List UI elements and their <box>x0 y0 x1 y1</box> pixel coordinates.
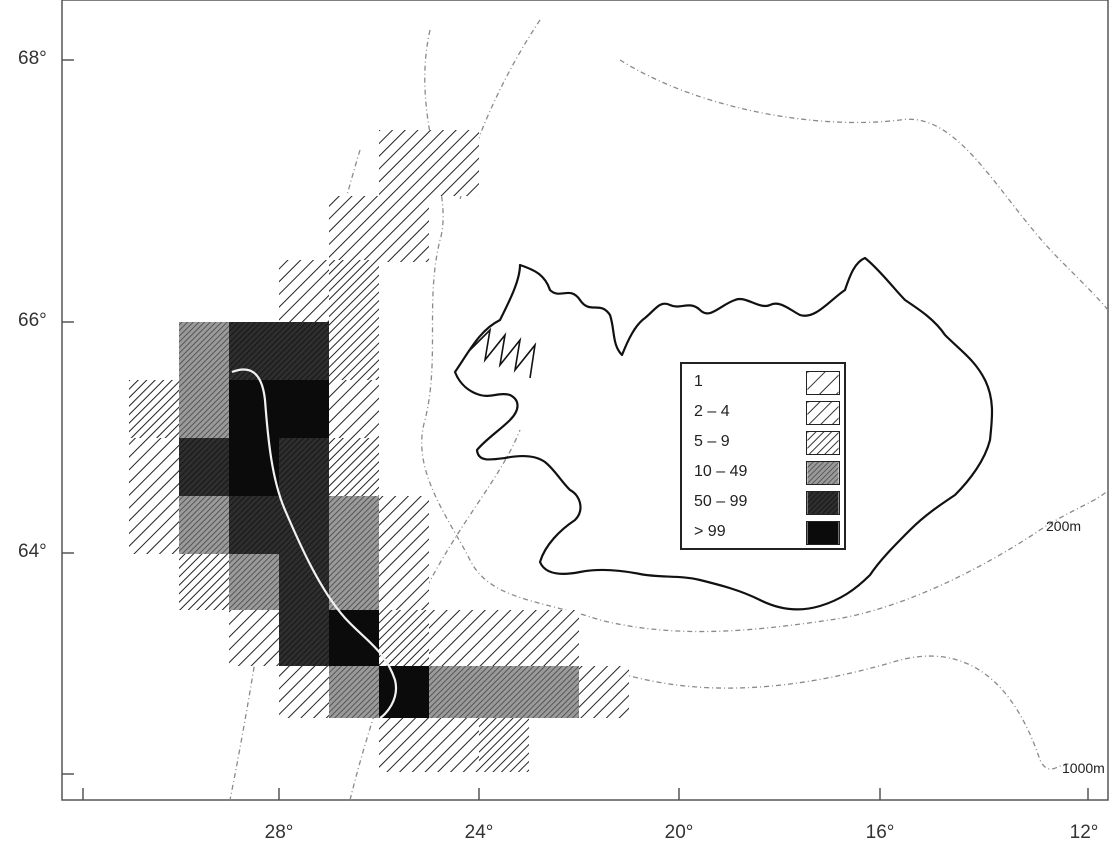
grid-cell <box>429 666 579 718</box>
grid-cell <box>179 380 229 438</box>
longitude-label-16: 16° <box>865 822 895 843</box>
legend-row: 50 – 99 <box>682 488 844 518</box>
legend-row: 5 – 9 <box>682 428 844 458</box>
grid-cell <box>129 496 179 554</box>
grid-cell <box>179 322 229 380</box>
latitude-label-66: 66° <box>18 310 47 331</box>
grid-cell <box>279 666 329 718</box>
ridge-line <box>231 368 398 719</box>
legend-swatch-4 <box>806 461 840 485</box>
legend-row: 10 – 49 <box>682 458 844 488</box>
grid-cell <box>129 380 179 438</box>
grid-cell <box>179 438 229 496</box>
legend-row: 2 – 4 <box>682 398 844 428</box>
density-grid <box>129 130 629 772</box>
map-legend: 1 2 – 4 5 – 9 10 – 49 50 – 99 > 99 <box>680 362 846 550</box>
legend-swatch-1 <box>806 371 840 395</box>
isobath-label-200m: 200m <box>1046 518 1082 534</box>
latitude-ticks <box>62 59 74 775</box>
legend-swatch-2 <box>806 401 840 425</box>
longitude-label-12: 12° <box>1069 822 1099 843</box>
grid-cell <box>229 554 279 610</box>
legend-row: 1 <box>682 368 844 398</box>
grid-cell <box>379 554 429 610</box>
grid-cell <box>329 438 379 496</box>
grid-cell <box>379 666 429 718</box>
westfjords-detail <box>469 327 537 379</box>
grid-cell <box>429 610 579 666</box>
legend-swatch-5 <box>806 491 840 515</box>
grid-cell <box>179 496 229 554</box>
latitude-label-64: 64° <box>18 541 47 562</box>
legend-label: 2 – 4 <box>694 403 730 420</box>
grid-cell <box>229 496 329 554</box>
legend-label: 50 – 99 <box>694 493 748 510</box>
longitude-label-24: 24° <box>464 822 494 843</box>
grid-cell <box>279 260 329 322</box>
grid-cell <box>279 438 329 496</box>
grid-cell <box>479 718 529 772</box>
map-frame <box>61 0 1109 801</box>
legend-row: > 99 <box>682 518 844 548</box>
longitude-ticks <box>82 788 1089 800</box>
grid-cell <box>329 380 379 438</box>
grid-cell <box>329 554 379 610</box>
legend-label: 5 – 9 <box>694 433 730 450</box>
grid-cell <box>329 610 379 666</box>
grid-cell <box>129 438 179 496</box>
legend-swatch-3 <box>806 431 840 455</box>
grid-cell <box>379 130 479 196</box>
grid-cell <box>329 196 429 262</box>
legend-swatch-6 <box>806 521 840 545</box>
grid-cell <box>329 666 379 718</box>
longitude-label-20: 20° <box>664 822 694 843</box>
grid-cell <box>379 496 429 554</box>
grid-cell <box>329 260 379 322</box>
grid-cell <box>329 496 379 554</box>
grid-cell <box>229 438 279 496</box>
grid-cell <box>579 666 629 718</box>
grid-cell <box>329 322 379 380</box>
longitude-label-28: 28° <box>264 822 294 843</box>
isobath-north <box>619 59 1109 311</box>
grid-cell <box>379 610 429 666</box>
grid-cell <box>229 610 279 666</box>
isobath-200m <box>421 29 1109 633</box>
legend-label: 10 – 49 <box>694 463 748 480</box>
legend-label: 1 <box>694 373 703 390</box>
iceland-coastline <box>453 256 994 611</box>
grid-cell <box>279 554 329 610</box>
grid-cell <box>179 554 229 610</box>
isobath-1000m <box>229 19 1073 801</box>
grid-cell <box>229 380 329 438</box>
isobath-label-1000m: 1000m <box>1062 760 1105 776</box>
grid-cell <box>279 610 329 666</box>
grid-cell <box>229 322 329 380</box>
legend-label: > 99 <box>694 523 726 540</box>
latitude-label-68: 68° <box>18 48 47 69</box>
grid-cell <box>379 718 479 772</box>
